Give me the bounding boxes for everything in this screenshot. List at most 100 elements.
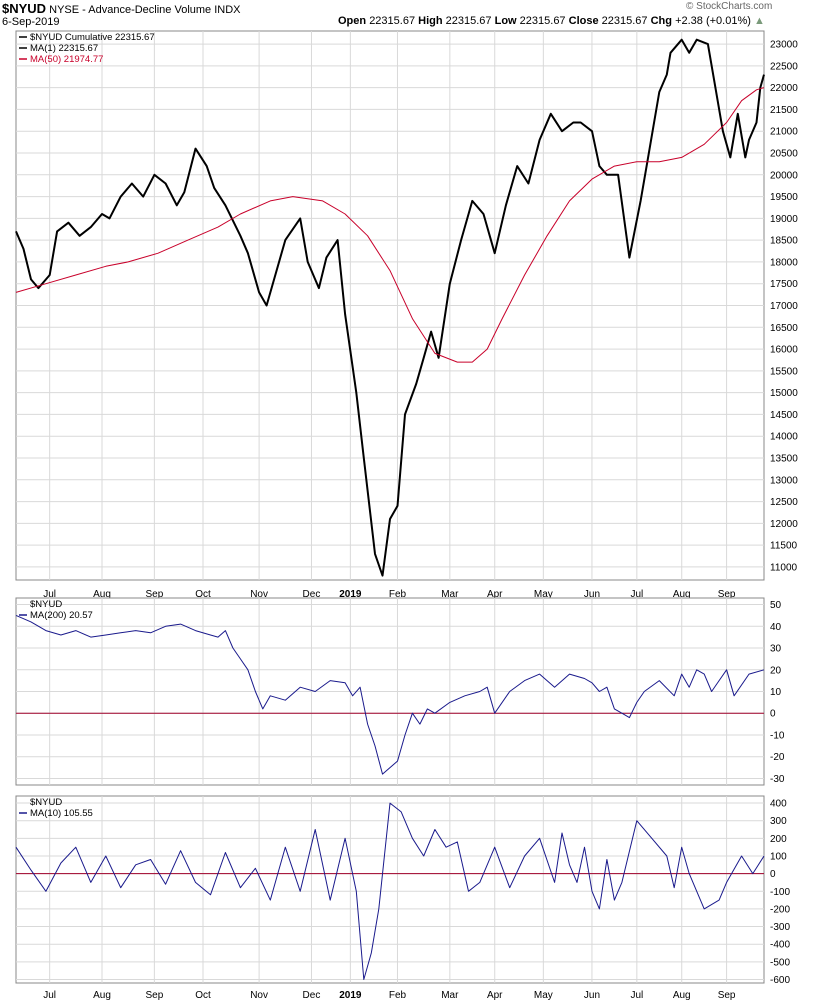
y-tick-label: 23000 [770, 40, 798, 51]
x-tick-label: Sep [145, 589, 163, 600]
up-triangle-icon: ▲ [753, 15, 765, 27]
y-tick-label: 15000 [770, 388, 798, 399]
legend-entry: MA(50) 21974.77 [30, 54, 103, 65]
y-tick-label: 10 [770, 687, 782, 698]
x-tick-label: Sep [718, 990, 736, 1000]
low-value: 22315.67 [519, 15, 566, 27]
legend-entry: $NYUD [30, 599, 62, 610]
close-value: 22315.67 [601, 15, 648, 27]
y-tick-label: 400 [770, 799, 787, 810]
y-tick-label: 100 [770, 851, 787, 862]
legend-entry: $NYUD Cumulative 22315.67 [30, 32, 155, 43]
x-tick-label: Jul [43, 589, 56, 600]
y-tick-label: 11500 [770, 541, 798, 552]
y-tick-label: -20 [770, 752, 785, 763]
x-tick-label: Jul [630, 589, 643, 600]
x-tick-label: 2019 [339, 990, 362, 1000]
high-value: 22315.67 [445, 15, 492, 27]
y-tick-label: 18000 [770, 257, 798, 268]
series-line-ma-200- [15, 614, 765, 775]
x-tick-label: Oct [195, 990, 211, 1000]
header-date: 6-Sep-2019 [2, 16, 60, 28]
x-tick-label: Dec [303, 589, 321, 600]
y-tick-label: 16000 [770, 345, 798, 356]
ohlc-readout: Open 22315.67 High 22315.67 Low 22315.67… [338, 15, 765, 27]
y-tick-label: -100 [770, 887, 790, 898]
y-tick-label: 11000 [770, 562, 798, 573]
y-tick-label: 50 [770, 600, 782, 611]
x-tick-label: Nov [250, 990, 268, 1000]
watermark: © StockCharts.com [686, 1, 773, 12]
x-tick-label: Sep [718, 589, 736, 600]
legend-entry: MA(1) 22315.67 [30, 43, 98, 54]
chg-value: +2.38 (+0.01%) [675, 15, 751, 27]
x-tick-label: Feb [389, 589, 407, 600]
y-tick-label: -300 [770, 922, 790, 933]
chg-label: Chg [650, 15, 672, 27]
y-tick-label: 19000 [770, 214, 798, 225]
x-tick-label: Aug [673, 990, 691, 1000]
x-tick-label: May [534, 589, 553, 600]
y-tick-label: 40 [770, 622, 782, 633]
y-tick-label: 21000 [770, 127, 798, 138]
y-tick-label: 12500 [770, 497, 798, 508]
x-tick-label: Aug [673, 589, 691, 600]
x-tick-label: May [534, 990, 553, 1000]
legend-entry: MA(200) 20.57 [30, 610, 93, 621]
x-tick-label: Sep [145, 990, 163, 1000]
x-tick-label: Jul [43, 990, 56, 1000]
series-line-ma-10- [15, 802, 765, 980]
index-name: NYSE - Advance-Decline Volume INDX [49, 4, 241, 16]
x-tick-label: Apr [487, 589, 503, 600]
y-tick-label: 300 [770, 816, 787, 827]
y-tick-label: 20000 [770, 170, 798, 181]
x-tick-label: Jun [584, 990, 600, 1000]
y-tick-label: 14500 [770, 410, 798, 421]
x-tick-label: Apr [487, 990, 503, 1000]
x-tick-label: Aug [93, 589, 111, 600]
legend-entry: MA(10) 105.55 [30, 808, 93, 819]
x-tick-label: Aug [93, 990, 111, 1000]
x-tick-label: 2019 [339, 589, 362, 600]
y-tick-label: 20500 [770, 149, 798, 160]
y-tick-label: -600 [770, 975, 790, 986]
header-symbol-line: $NYUD NYSE - Advance-Decline Volume INDX [2, 1, 241, 16]
y-tick-label: 21500 [770, 105, 798, 116]
y-tick-label: 17500 [770, 279, 798, 290]
y-tick-label: 17000 [770, 301, 798, 312]
x-tick-label: Dec [303, 990, 321, 1000]
y-tick-label: -200 [770, 904, 790, 915]
y-tick-label: 22000 [770, 83, 798, 94]
y-tick-label: 18500 [770, 236, 798, 247]
x-tick-label: Jun [584, 589, 600, 600]
y-tick-label: 12000 [770, 519, 798, 530]
y-tick-label: 20 [770, 665, 782, 676]
high-label: High [418, 15, 443, 27]
y-tick-label: 0 [770, 869, 776, 880]
x-tick-label: Mar [441, 589, 459, 600]
y-tick-label: 15500 [770, 366, 798, 377]
open-value: 22315.67 [369, 15, 416, 27]
x-tick-label: Mar [441, 990, 459, 1000]
symbol: $NYUD [2, 1, 47, 16]
x-tick-label: Feb [389, 990, 407, 1000]
x-tick-label: Jul [630, 990, 643, 1000]
x-tick-label: Oct [195, 589, 211, 600]
series-line--nyud-cumulative [15, 38, 765, 577]
y-tick-label: -30 [770, 774, 785, 785]
y-tick-label: 19500 [770, 192, 798, 203]
x-tick-label: Nov [250, 589, 268, 600]
series-line-ma-50- [15, 87, 765, 363]
y-tick-label: 13000 [770, 475, 798, 486]
y-tick-label: 13500 [770, 454, 798, 465]
y-tick-label: 0 [770, 709, 776, 720]
y-tick-label: 30 [770, 644, 782, 655]
y-tick-label: -10 [770, 730, 785, 741]
low-label: Low [494, 15, 517, 27]
open-label: Open [338, 15, 367, 27]
y-tick-label: 22500 [770, 61, 798, 72]
y-tick-label: 14000 [770, 432, 798, 443]
y-tick-label: 200 [770, 834, 787, 845]
